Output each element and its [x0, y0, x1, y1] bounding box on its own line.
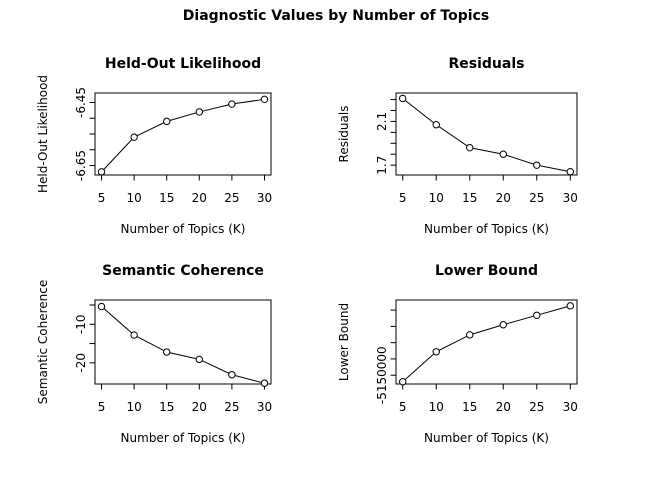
- panel-residuals: Residuals 5 10 15 20 25 30 1.7 2.1 Number of Topi…: [337, 56, 578, 236]
- data-point: [499, 321, 507, 329]
- panel-title: Semantic Coherence: [102, 263, 264, 279]
- y-axis-label: Residuals: [337, 106, 351, 163]
- plot-box: [94, 299, 272, 385]
- x-axis-label: Number of Topics (K): [121, 222, 246, 236]
- x-tick-label: 15: [462, 400, 477, 414]
- y-tick-label: -10: [74, 314, 88, 334]
- panel-held-out-likelihood: Held-Out Likelihood 5 10 15 20 25 30 -6.65 -6.45…: [36, 56, 272, 236]
- y-tick-label: 2.1: [375, 112, 389, 131]
- y-tick-label: -5150000: [375, 346, 389, 404]
- x-tick-label: 30: [563, 191, 578, 205]
- y-axis-label: Lower Bound: [337, 303, 351, 381]
- data-line: [101, 306, 265, 384]
- x-axis-label: Number of Topics (K): [121, 431, 246, 445]
- data-point: [130, 133, 138, 141]
- data-point: [533, 311, 541, 320]
- panel-title: Lower Bound: [435, 263, 538, 279]
- data-point: [97, 168, 106, 176]
- plot-box: [94, 92, 272, 176]
- panel-title: Held-Out Likelihood: [105, 56, 261, 72]
- data-point: [432, 121, 440, 129]
- figure-main-title: Diagnostic Values by Number of Topics: [182, 8, 490, 24]
- x-axis-label: Number of Topics (K): [424, 222, 549, 236]
- x-tick-label: 25: [224, 191, 239, 205]
- x-tick-label: 30: [257, 400, 272, 414]
- data-line: [402, 305, 571, 383]
- y-tick-label: -6.65: [74, 150, 88, 181]
- x-tick-label: 20: [496, 191, 511, 205]
- y-tick-label: -20: [74, 353, 88, 373]
- y-axis-label: Semantic Coherence: [36, 280, 50, 404]
- data-point: [399, 378, 407, 386]
- plot-box: [395, 299, 578, 385]
- data-point: [228, 371, 236, 379]
- data-point: [260, 379, 269, 387]
- x-tick-label: 10: [126, 400, 141, 414]
- data-point: [163, 117, 171, 126]
- data-point: [195, 355, 203, 364]
- data-point: [195, 108, 203, 116]
- data-point: [97, 302, 106, 311]
- panel-title: Residuals: [449, 56, 525, 72]
- x-tick-label: 5: [98, 400, 106, 414]
- x-tick-label: 30: [257, 191, 272, 205]
- data-point: [260, 95, 269, 104]
- x-tick-label: 20: [192, 191, 207, 205]
- x-tick-label: 30: [563, 400, 578, 414]
- x-tick-label: 5: [98, 191, 106, 205]
- x-tick-label: 10: [126, 191, 141, 205]
- x-axis-label: Number of Topics (K): [424, 431, 549, 445]
- data-point: [228, 100, 236, 108]
- data-point: [399, 94, 407, 103]
- x-tick-label: 25: [529, 400, 544, 414]
- x-tick-label: 20: [496, 400, 511, 414]
- y-tick-label: -6.45: [74, 87, 88, 118]
- data-point: [130, 331, 138, 339]
- x-tick-label: 5: [399, 400, 407, 414]
- data-point: [466, 143, 474, 152]
- x-tick-label: 15: [159, 400, 174, 414]
- y-axis-label: Held-Out Likelihood: [36, 75, 50, 193]
- data-point: [499, 150, 507, 158]
- data-line: [101, 98, 265, 173]
- x-tick-label: 15: [159, 191, 174, 205]
- data-point: [466, 331, 474, 339]
- x-tick-label: 10: [429, 400, 444, 414]
- x-tick-label: 15: [462, 191, 477, 205]
- panel-semantic-coherence: Semantic Coherence 5 10 15 20 25 30 -20 -10 Numbe…: [36, 263, 272, 445]
- data-point: [533, 161, 541, 169]
- data-point: [432, 348, 440, 356]
- plot-box: [395, 92, 578, 176]
- x-tick-label: 10: [429, 191, 444, 205]
- panel-lower-bound: Lower Bound 5 10 15 20 25 30 -5150000 Number of …: [337, 263, 578, 445]
- x-tick-label: 20: [192, 400, 207, 414]
- x-tick-label: 25: [224, 400, 239, 414]
- x-tick-label: 5: [399, 191, 407, 205]
- data-point: [566, 302, 574, 310]
- y-tick-label: 1.7: [375, 156, 389, 175]
- data-point: [566, 168, 574, 176]
- x-tick-label: 25: [529, 191, 544, 205]
- data-point: [163, 348, 171, 356]
- data-line: [402, 98, 571, 173]
